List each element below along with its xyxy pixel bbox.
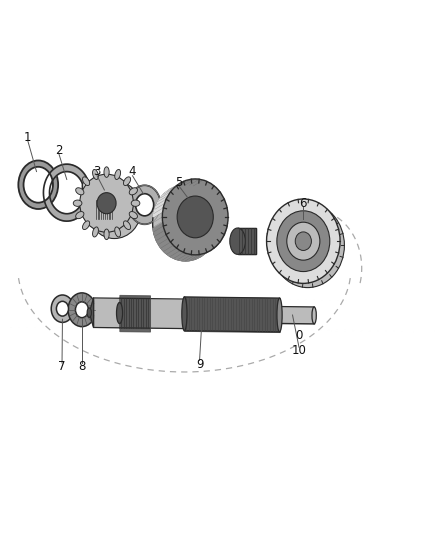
Ellipse shape xyxy=(129,188,138,195)
Polygon shape xyxy=(267,233,321,249)
Text: 5: 5 xyxy=(176,175,183,189)
Ellipse shape xyxy=(295,232,311,251)
Ellipse shape xyxy=(124,177,131,185)
Ellipse shape xyxy=(97,192,116,214)
Ellipse shape xyxy=(312,307,316,324)
Ellipse shape xyxy=(18,160,58,209)
Ellipse shape xyxy=(104,167,109,177)
Polygon shape xyxy=(43,164,88,221)
Ellipse shape xyxy=(280,214,335,277)
Ellipse shape xyxy=(92,169,99,180)
Ellipse shape xyxy=(162,179,228,255)
Ellipse shape xyxy=(76,188,84,195)
Polygon shape xyxy=(153,223,228,261)
Ellipse shape xyxy=(99,195,114,212)
Ellipse shape xyxy=(104,229,109,240)
Ellipse shape xyxy=(87,308,92,317)
Ellipse shape xyxy=(75,302,88,318)
Ellipse shape xyxy=(277,298,282,332)
Ellipse shape xyxy=(287,222,320,260)
Text: 2: 2 xyxy=(55,144,63,157)
Ellipse shape xyxy=(51,295,74,322)
Text: 8: 8 xyxy=(78,360,85,373)
Ellipse shape xyxy=(271,203,344,288)
Polygon shape xyxy=(153,179,228,217)
Ellipse shape xyxy=(92,227,99,237)
Ellipse shape xyxy=(82,177,90,185)
Text: 9: 9 xyxy=(196,358,203,370)
Ellipse shape xyxy=(267,199,340,284)
Ellipse shape xyxy=(80,174,134,232)
Text: 6: 6 xyxy=(300,197,307,209)
Text: 4: 4 xyxy=(129,165,136,178)
Text: 1: 1 xyxy=(24,131,32,144)
Ellipse shape xyxy=(152,185,219,261)
Ellipse shape xyxy=(124,221,131,230)
Text: 0: 0 xyxy=(295,328,303,342)
Ellipse shape xyxy=(68,293,96,327)
Ellipse shape xyxy=(76,212,84,219)
Ellipse shape xyxy=(277,211,330,271)
Polygon shape xyxy=(237,228,256,254)
Ellipse shape xyxy=(88,181,141,239)
Ellipse shape xyxy=(135,193,154,216)
Ellipse shape xyxy=(177,196,213,238)
Ellipse shape xyxy=(131,200,140,206)
Ellipse shape xyxy=(82,221,90,230)
Ellipse shape xyxy=(117,302,123,324)
Ellipse shape xyxy=(24,167,53,203)
Ellipse shape xyxy=(57,301,68,316)
Ellipse shape xyxy=(129,212,138,219)
Text: 10: 10 xyxy=(292,344,307,358)
Ellipse shape xyxy=(73,200,82,206)
Polygon shape xyxy=(89,298,94,327)
Ellipse shape xyxy=(230,228,245,254)
Ellipse shape xyxy=(182,297,187,330)
Text: 7: 7 xyxy=(58,360,66,373)
Ellipse shape xyxy=(129,185,161,224)
Ellipse shape xyxy=(115,227,120,237)
Text: 3: 3 xyxy=(93,165,101,178)
Ellipse shape xyxy=(115,169,120,180)
Polygon shape xyxy=(94,200,114,219)
